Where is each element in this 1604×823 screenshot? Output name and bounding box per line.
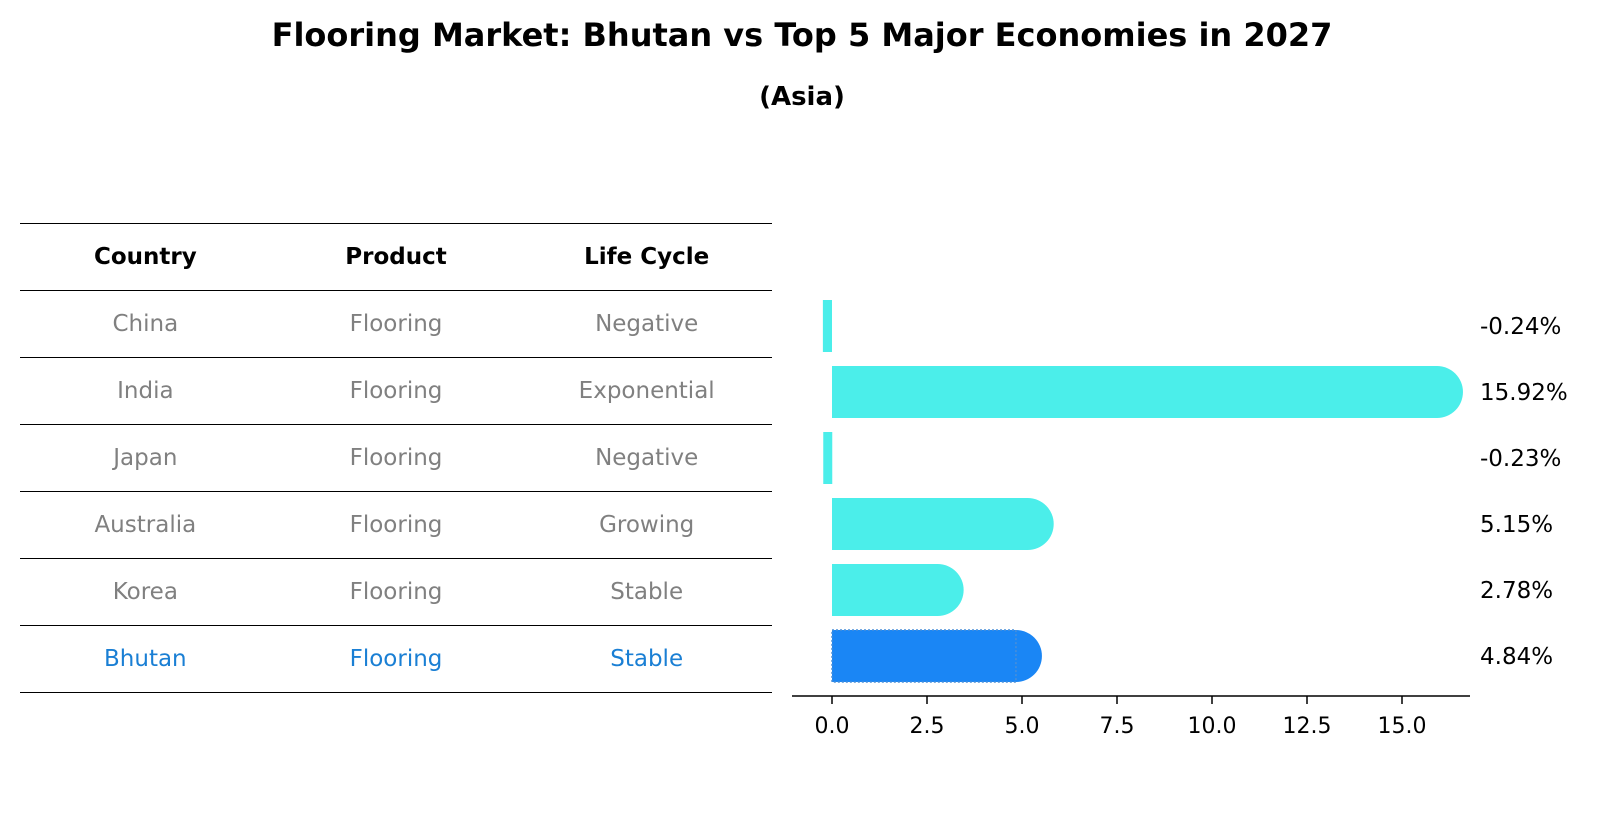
value-label: -0.23% <box>1480 446 1561 472</box>
country-cell: Australia <box>94 512 197 538</box>
header-country: Country <box>93 244 197 270</box>
bar-australia <box>832 498 1054 550</box>
bar-bhutan <box>832 630 1042 682</box>
value-label: 2.78% <box>1480 578 1553 604</box>
value-label: 4.84% <box>1480 644 1553 670</box>
value-label: 5.15% <box>1480 512 1553 538</box>
x-tick-label: 10.0 <box>1188 714 1237 739</box>
table-row: Korea Flooring Stable <box>20 558 772 625</box>
life-cycle-cell: Stable <box>610 579 684 605</box>
header-product: Product <box>345 244 447 270</box>
highlight-outline <box>831 629 1017 683</box>
bar-china <box>822 300 832 352</box>
value-label: -0.24% <box>1480 314 1561 340</box>
country-cell: India <box>117 378 174 404</box>
product-cell: Flooring <box>349 646 443 672</box>
table-row: Japan Flooring Negative <box>20 424 772 491</box>
product-cell: Flooring <box>349 311 443 337</box>
product-cell: Flooring <box>349 378 443 404</box>
table-row: China Flooring Negative <box>20 290 772 357</box>
x-tick-label: 2.5 <box>910 714 945 739</box>
table-row-highlight: Bhutan Flooring Stable <box>20 625 772 693</box>
value-label: 15.92% <box>1480 380 1568 406</box>
life-cycle-cell: Stable <box>610 646 684 672</box>
table-row: India Flooring Exponential <box>20 357 772 424</box>
life-cycle-cell: Growing <box>599 512 695 538</box>
x-tick-label: 12.5 <box>1283 714 1332 739</box>
table-row: Australia Flooring Growing <box>20 491 772 558</box>
life-cycle-cell: Exponential <box>578 378 715 404</box>
country-cell: Bhutan <box>104 646 187 672</box>
country-cell: China <box>112 311 179 337</box>
x-tick-label: 7.5 <box>1100 714 1135 739</box>
x-tick-label: 0.0 <box>815 714 850 739</box>
bar-korea <box>832 564 964 616</box>
product-cell: Flooring <box>349 512 443 538</box>
life-cycle-cell: Negative <box>595 311 699 337</box>
country-cell: Korea <box>112 579 178 605</box>
product-cell: Flooring <box>349 579 443 605</box>
table-header-row: Country Product Life Cycle <box>20 223 772 290</box>
life-cycle-cell: Negative <box>595 445 699 471</box>
header-life-cycle: Life Cycle <box>584 244 710 270</box>
x-tick-label: 5.0 <box>1005 714 1040 739</box>
data-table: Country Product Life Cycle China Floorin… <box>20 223 772 693</box>
chart-subtitle: (Asia) <box>759 82 845 112</box>
product-cell: Flooring <box>349 445 443 471</box>
x-tick-label: 15.0 <box>1378 714 1427 739</box>
country-cell: Japan <box>113 445 178 471</box>
chart-title: Flooring Market: Bhutan vs Top 5 Major E… <box>271 16 1333 54</box>
bar-japan <box>823 432 833 484</box>
bar-india <box>832 366 1463 418</box>
